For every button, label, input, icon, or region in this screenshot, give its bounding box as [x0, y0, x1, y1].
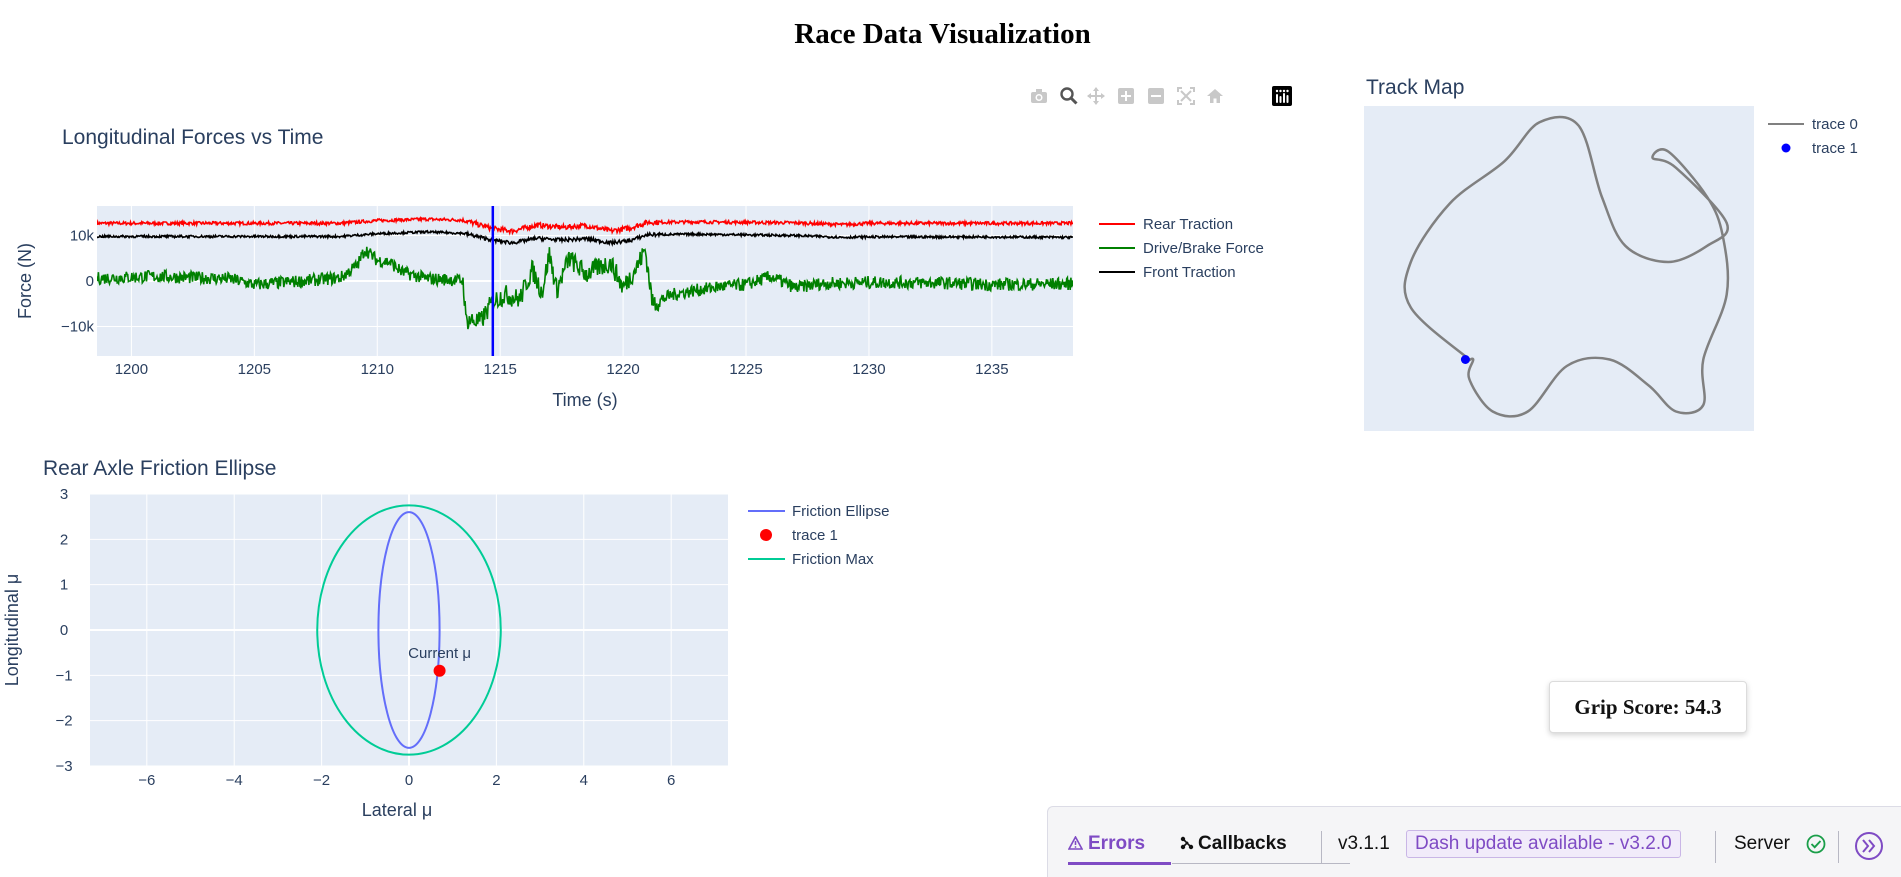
- current-mu-label: Current μ: [408, 645, 471, 662]
- update-available-badge[interactable]: Dash update available - v3.2.0: [1406, 830, 1681, 858]
- friction-xaxis-title: Lateral μ: [362, 800, 432, 820]
- forces-x-tick-label: 1200: [115, 361, 148, 378]
- reset-axes-icon[interactable]: [1203, 84, 1227, 108]
- legend-item[interactable]: trace 1: [1812, 140, 1858, 157]
- zoom-icon[interactable]: [1057, 84, 1081, 108]
- forces-x-tick-label: 1215: [483, 361, 516, 378]
- friction-x-tick-label: 0: [405, 772, 413, 789]
- legend-swatch: [1781, 143, 1791, 153]
- dash-version: v3.1.1: [1338, 833, 1390, 854]
- friction-x-tick-label: −4: [226, 772, 243, 789]
- grip-score-card: Grip Score: 54.3: [1549, 681, 1747, 733]
- autoscale-icon[interactable]: [1174, 84, 1198, 108]
- zoom-in-icon[interactable]: [1114, 84, 1138, 108]
- callbacks-tab[interactable]: Callbacks: [1198, 833, 1287, 854]
- track-map-title: Track Map: [1366, 76, 1464, 99]
- dash-devtools-bar: Errors Callbacks v3.1.1 Dash update avai…: [1047, 806, 1901, 877]
- friction-ellipse-line: [316, 504, 502, 756]
- friction-y-tick-label: 0: [60, 622, 68, 639]
- forces-x-tick-label: 1205: [238, 361, 271, 378]
- friction-y-tick-label: 2: [60, 531, 68, 548]
- friction-y-tick-label: 1: [60, 577, 68, 594]
- pan-icon[interactable]: [1084, 84, 1108, 108]
- errors-tab[interactable]: Errors: [1088, 833, 1146, 854]
- plotly-logo-icon[interactable]: [1270, 84, 1294, 108]
- forces-series-line: [97, 246, 1073, 330]
- forces-x-tick-label: 1225: [729, 361, 762, 378]
- current-mu-marker: [433, 664, 446, 677]
- friction-x-tick-label: 4: [580, 772, 588, 789]
- server-ok-icon: [1806, 834, 1826, 859]
- errors-tab-underline: [1068, 862, 1171, 865]
- friction-y-tick-label: 3: [60, 486, 68, 503]
- friction-y-tick-label: −2: [55, 713, 72, 730]
- forces-chart-title: Longitudinal Forces vs Time: [62, 126, 323, 149]
- friction-chart-title: Rear Axle Friction Ellipse: [43, 457, 276, 480]
- friction-x-tick-label: 6: [667, 772, 675, 789]
- legend-item[interactable]: Front Traction: [1143, 264, 1236, 281]
- forces-x-tick-label: 1220: [606, 361, 639, 378]
- forces-x-tick-label: 1230: [852, 361, 885, 378]
- forces-series-line: [97, 229, 1073, 248]
- warning-icon: [1067, 835, 1084, 855]
- friction-x-tick-label: 2: [492, 772, 500, 789]
- friction-chart: Rear Axle Friction Ellipse Current μ −6 −…: [2, 457, 890, 820]
- friction-x-tick-label: −6: [138, 772, 155, 789]
- legend-item[interactable]: Friction Ellipse: [792, 503, 890, 520]
- zoom-out-icon[interactable]: [1144, 84, 1168, 108]
- legend-item[interactable]: Drive/Brake Force: [1143, 240, 1264, 257]
- track-map-chart: Track Map trace 0 trace 1: [1364, 76, 1858, 431]
- forces-series-line: [97, 215, 1073, 236]
- legend-swatch: [760, 529, 772, 541]
- callbacks-icon: [1180, 836, 1194, 855]
- friction-y-tick-label: −3: [55, 758, 72, 775]
- camera-icon[interactable]: [1027, 84, 1051, 108]
- forces-y-tick-label: −10k: [61, 318, 94, 335]
- forces-chart: Longitudinal Forces vs Time 1200 1205 1210…: [15, 126, 1264, 410]
- forces-xaxis-title: Time (s): [552, 390, 617, 410]
- friction-x-tick-label: −2: [313, 772, 330, 789]
- legend-item[interactable]: Rear Traction: [1143, 216, 1233, 233]
- friction-y-tick-label: −1: [55, 667, 72, 684]
- forces-yaxis-title: Force (N): [15, 243, 35, 319]
- legend-item[interactable]: Friction Max: [792, 551, 874, 568]
- forces-y-tick-label: 10k: [70, 228, 95, 245]
- track-map-plot-area[interactable]: [1364, 106, 1754, 431]
- expand-devtools-icon[interactable]: [1854, 831, 1884, 866]
- page-title: Race Data Visualization: [794, 18, 1091, 50]
- legend-item[interactable]: trace 0: [1812, 116, 1858, 133]
- forces-x-tick-label: 1210: [361, 361, 394, 378]
- forces-y-tick-label: 0: [86, 273, 94, 290]
- car-position-marker: [1460, 355, 1470, 364]
- track-line: [1403, 115, 1730, 418]
- legend-item[interactable]: trace 1: [792, 527, 838, 544]
- friction-yaxis-title: Longitudinal μ: [2, 574, 22, 686]
- server-status-label: Server: [1734, 833, 1790, 854]
- friction-ellipse-line: [377, 511, 441, 749]
- forces-x-tick-label: 1235: [975, 361, 1008, 378]
